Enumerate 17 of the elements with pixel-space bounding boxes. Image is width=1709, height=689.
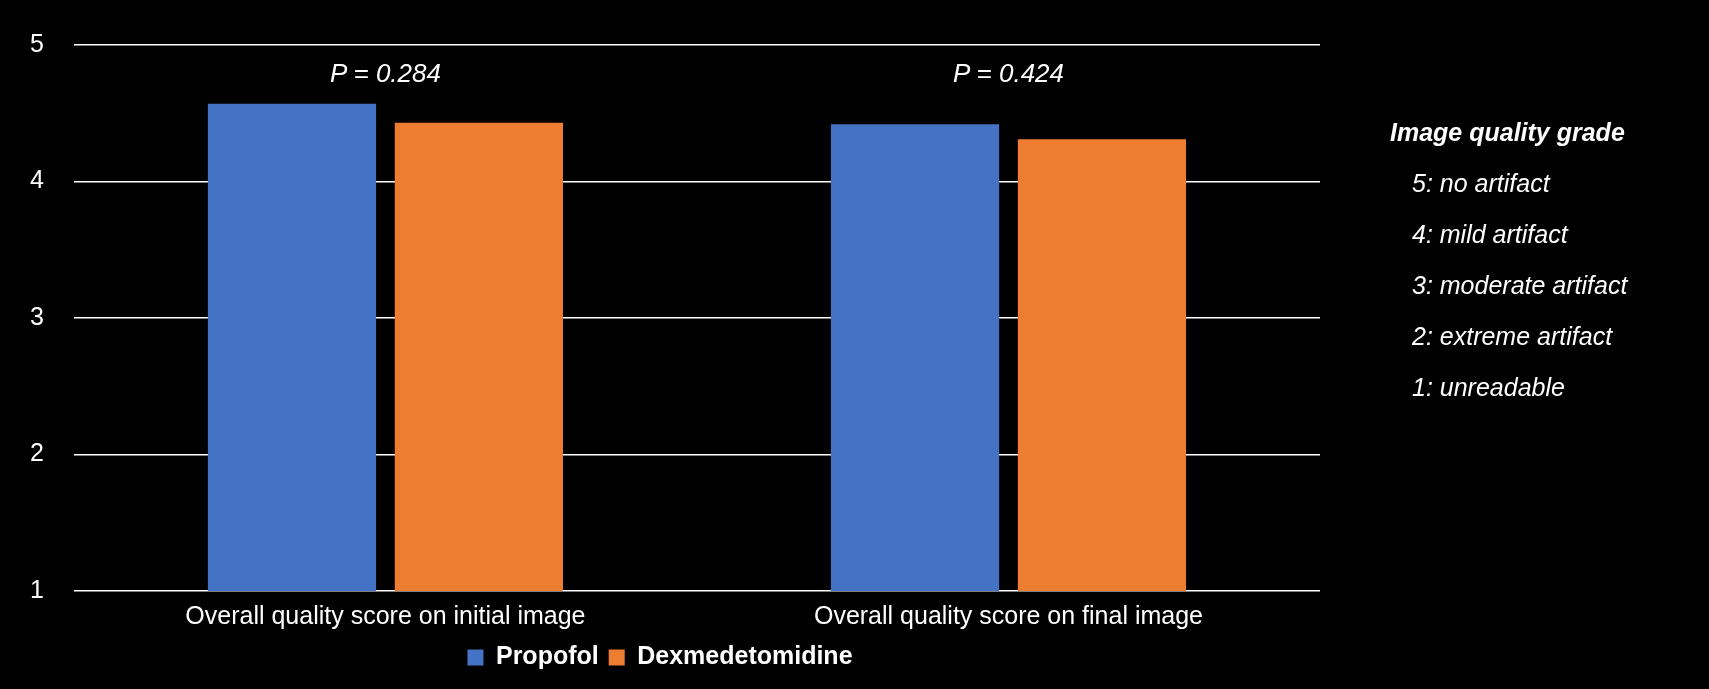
annotation: P = 0.424 bbox=[952, 58, 1065, 89]
text: 5: no artifact bbox=[1412, 169, 1552, 198]
legend-label: Dexmedetomidine bbox=[637, 641, 853, 670]
legend-label: Propofol bbox=[495, 641, 599, 670]
annotation: P = 0.284 bbox=[329, 58, 441, 89]
text: 4: mild artifact bbox=[1412, 220, 1570, 249]
text: 1: unreadable bbox=[1412, 373, 1566, 402]
x-tick-label: Overall quality score on final image bbox=[813, 600, 1204, 629]
y-tick-label: 1 bbox=[30, 574, 44, 603]
text: 2: extreme artifact bbox=[1412, 322, 1614, 351]
x-tick-label: Overall quality score on initial image bbox=[185, 600, 586, 629]
y-tick-label: 4 bbox=[30, 165, 44, 194]
text: Image quality grade bbox=[1390, 118, 1626, 147]
text: 3: moderate artifact bbox=[1412, 271, 1628, 300]
y-tick-label: 2 bbox=[30, 438, 44, 467]
y-tick-label: 5 bbox=[30, 28, 44, 57]
y-tick-label: 3 bbox=[30, 301, 44, 330]
